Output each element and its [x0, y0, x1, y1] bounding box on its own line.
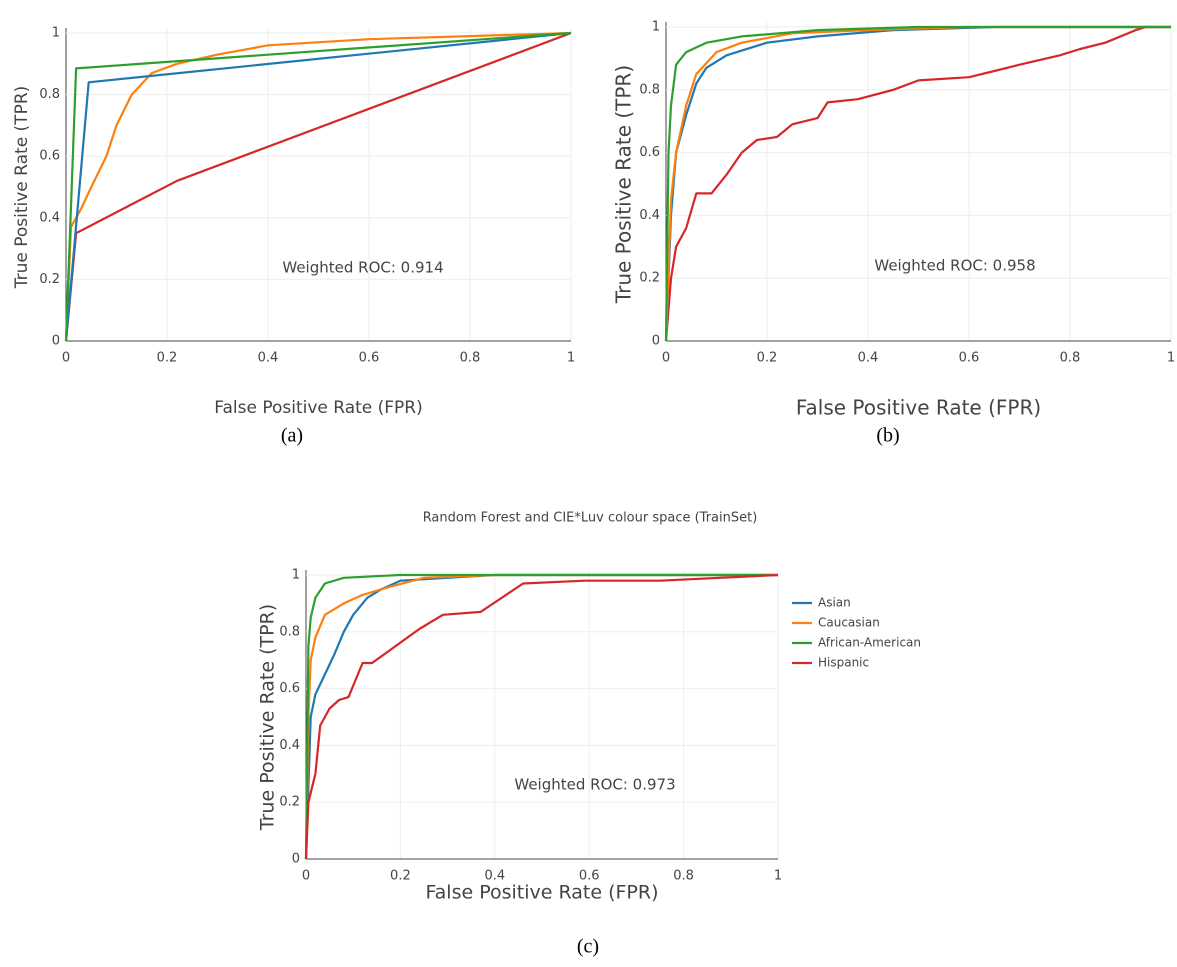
y-tick-label: 1 [52, 26, 60, 41]
x-tick-label: 0.2 [390, 869, 411, 884]
roc-curve [64, 31, 572, 342]
x-tick-label: 0 [302, 869, 310, 884]
y-tick-label: 0 [52, 334, 60, 349]
y-axis-label: True Positive Rate (TPR) [257, 604, 279, 831]
y-tick-label: 0.4 [39, 210, 60, 225]
x-tick-label: 0.6 [579, 869, 600, 884]
y-tick-label: 0.2 [39, 272, 60, 287]
legend-label: Hispanic [818, 656, 869, 670]
x-axis-label: False Positive Rate (FPR) [425, 882, 658, 904]
x-tick-label: 0.8 [673, 869, 694, 884]
chart-title: Random Forest and CIE*Luv colour space (… [423, 511, 758, 526]
y-tick-label: 1 [652, 20, 660, 35]
caption: (c) [577, 936, 599, 958]
y-tick-label: 1 [292, 568, 300, 583]
x-tick-label: 0.6 [359, 351, 380, 366]
x-tick-label: 0.2 [757, 351, 778, 366]
roc-curve [64, 31, 572, 342]
roc-curve [304, 573, 779, 860]
roc-curve [304, 573, 778, 860]
roc-curve [664, 25, 1171, 342]
y-tick-label: 0.8 [279, 624, 300, 639]
roc-curve [64, 31, 572, 342]
y-tick-label: 0.6 [639, 145, 660, 160]
y-tick-label: 0 [652, 334, 660, 349]
y-tick-label: 0.2 [639, 271, 660, 286]
roc-curve [664, 25, 1171, 342]
annotation: Weighted ROC: 0.914 [282, 259, 443, 277]
y-tick-label: 0.8 [39, 87, 60, 102]
annotation: Weighted ROC: 0.958 [874, 257, 1035, 275]
y-tick-label: 0 [292, 852, 300, 867]
x-tick-label: 0.6 [959, 351, 980, 366]
roc-curve [304, 573, 778, 860]
x-tick-label: 0.2 [157, 351, 178, 366]
x-tick-label: 0.8 [1060, 351, 1081, 366]
y-tick-label: 0.8 [639, 82, 660, 97]
x-tick-label: 0.4 [484, 869, 505, 884]
legend-label: Caucasian [818, 616, 880, 630]
roc-curve [664, 25, 1171, 342]
y-axis-label: True Positive Rate (TPR) [612, 65, 636, 304]
y-tick-label: 0.6 [39, 149, 60, 164]
caption: (b) [876, 425, 899, 447]
x-axis-label: False Positive Rate (FPR) [214, 398, 423, 418]
legend-label: Asian [818, 596, 851, 610]
x-tick-label: 0 [662, 351, 670, 366]
x-axis-label: False Positive Rate (FPR) [796, 396, 1041, 420]
x-tick-label: 1 [567, 351, 575, 366]
x-tick-label: 0.4 [258, 351, 279, 366]
x-tick-label: 1 [774, 869, 782, 884]
y-tick-label: 0.4 [639, 208, 660, 223]
roc-curve [64, 31, 572, 342]
y-axis-label: True Positive Rate (TPR) [12, 86, 32, 290]
x-tick-label: 1 [1167, 351, 1175, 366]
y-tick-label: 0.6 [279, 681, 300, 696]
roc-curve [304, 573, 778, 860]
x-tick-label: 0.4 [858, 351, 879, 366]
annotation: Weighted ROC: 0.973 [514, 776, 675, 794]
caption: (a) [281, 425, 303, 447]
y-tick-label: 0.4 [279, 738, 300, 753]
legend-label: African-American [818, 636, 921, 650]
x-tick-label: 0 [62, 351, 70, 366]
x-tick-label: 0.8 [460, 351, 481, 366]
roc-curve [664, 25, 1171, 342]
y-tick-label: 0.2 [279, 795, 300, 810]
